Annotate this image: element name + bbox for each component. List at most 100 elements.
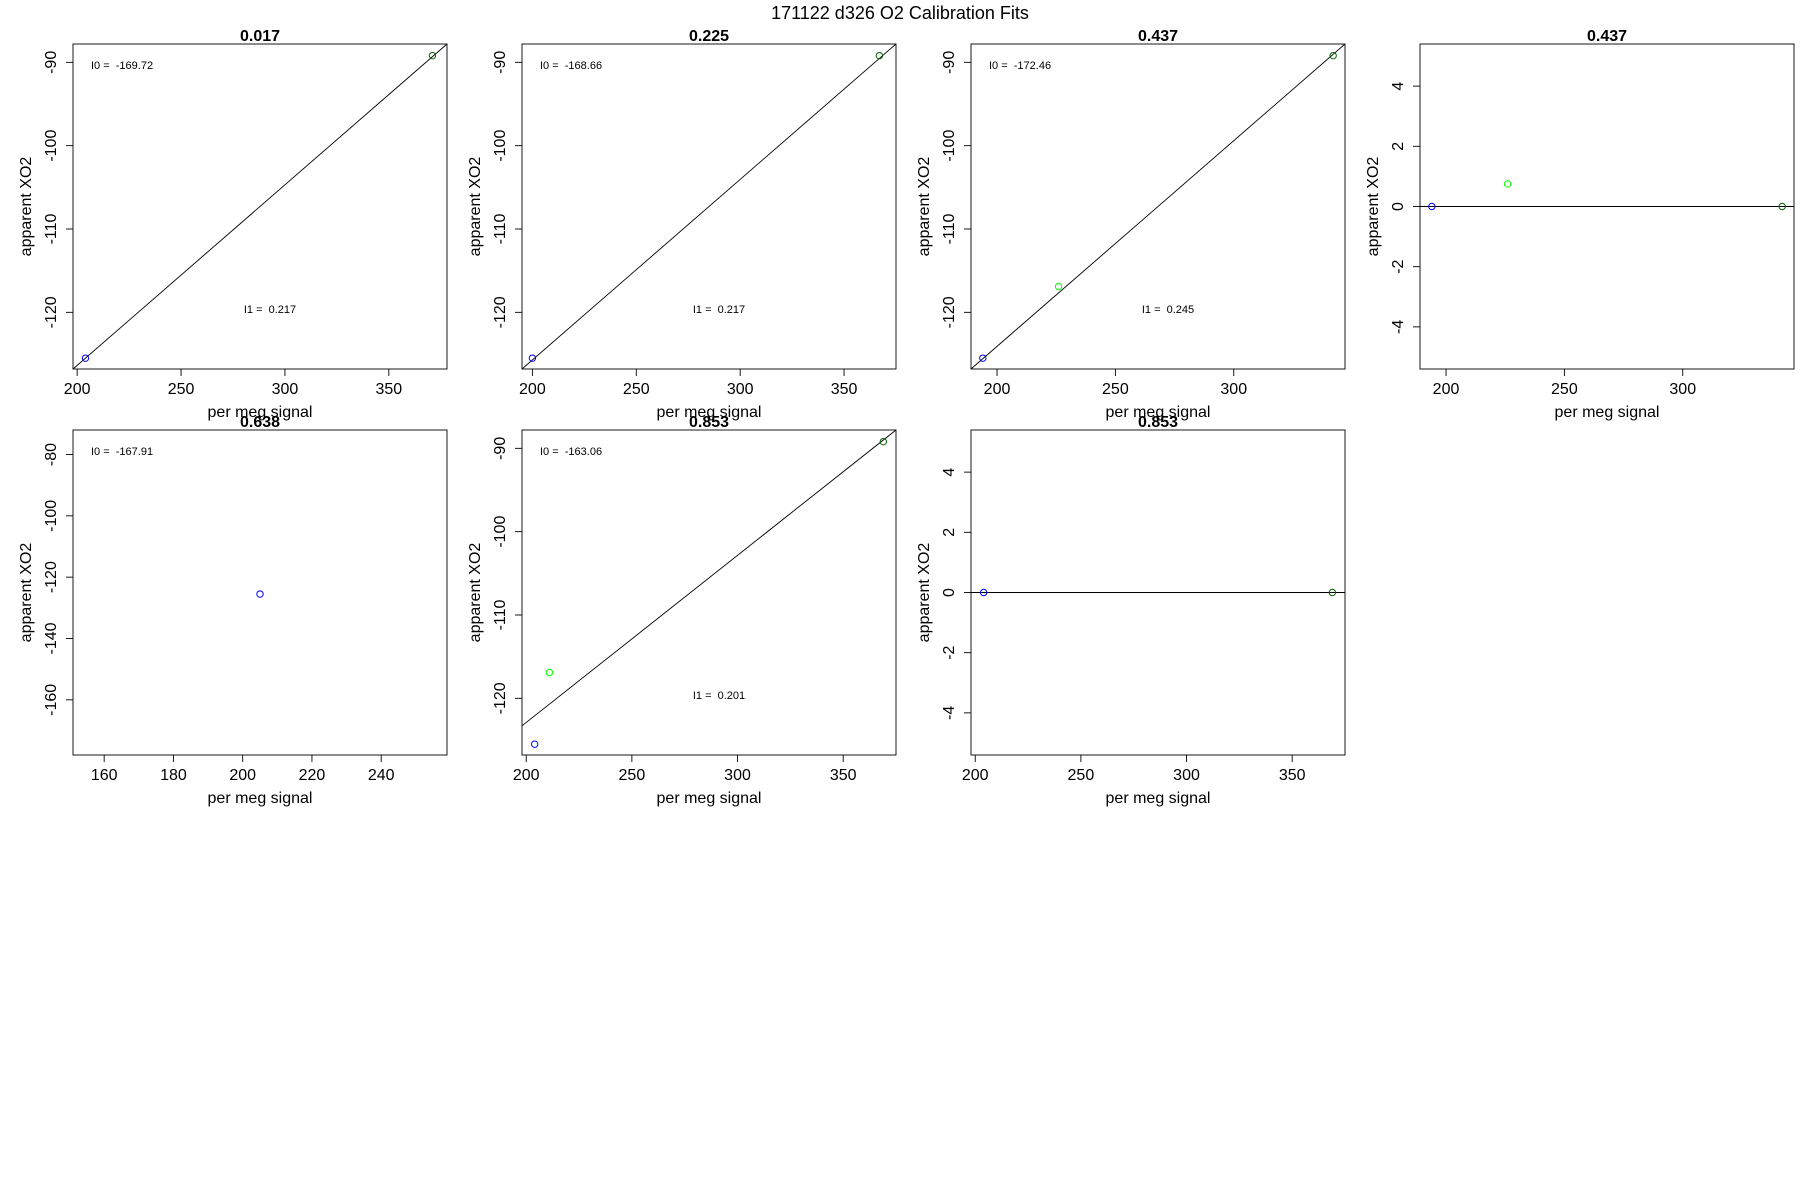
panel-title: 0.853 (689, 414, 729, 431)
x-tick-label: 350 (375, 381, 402, 398)
x-tick-label: 300 (727, 381, 754, 398)
y-tick-label: -4 (941, 706, 958, 720)
y-tick-label: -100 (492, 516, 509, 548)
data-point-darkgreen (875, 51, 884, 60)
slope-annotation: I1 = 0.217 (244, 304, 296, 316)
data-point-green (545, 668, 554, 677)
y-tick-label: -120 (492, 682, 509, 714)
y-tick-label: -80 (43, 443, 60, 466)
x-axis-label: per meg signal (1106, 790, 1211, 807)
y-axis-label: apparent XO2 (467, 157, 484, 257)
x-tick-label: 300 (724, 767, 751, 784)
data-point-darkgreen (428, 51, 437, 60)
data-point-darkgreen (1329, 51, 1337, 60)
x-axis-label: per meg signal (1106, 404, 1211, 421)
data-point-blue (979, 588, 988, 597)
x-tick-label: 350 (1279, 767, 1306, 784)
data-point-blue (528, 354, 537, 362)
x-tick-label: 350 (831, 381, 858, 398)
figure-title: 171122 d326 O2 Calibration Fits (771, 3, 1029, 23)
y-tick-label: -140 (43, 622, 60, 654)
x-tick-label: 200 (519, 381, 546, 398)
x-tick-label: 200 (962, 767, 989, 784)
data-point-blue (256, 590, 264, 598)
x-tick-label: 250 (1551, 381, 1578, 398)
panel-title: 0.437 (1138, 28, 1178, 45)
x-tick-label: 200 (513, 767, 540, 784)
x-axis-label: per meg signal (657, 404, 762, 421)
y-tick-label: -90 (492, 437, 509, 460)
slope-annotation: I1 = 0.245 (1142, 304, 1194, 316)
intercept-annotation: I0 = -167.91 (91, 446, 153, 458)
data-point-blue (81, 354, 90, 362)
plot-frame (72, 43, 448, 370)
y-axis-label: apparent XO2 (18, 157, 35, 257)
data-point-green (1503, 180, 1512, 188)
x-tick-label: 220 (299, 767, 326, 784)
plot-frame (970, 43, 1346, 370)
y-tick-label: 2 (941, 528, 958, 537)
data-point-green (1054, 282, 1063, 291)
x-tick-label: 300 (1173, 767, 1200, 784)
plot-frame (521, 43, 897, 370)
panel-4: 0.437 200 250 300 -4 -2 0 2 4 per meg signal appar… (1365, 28, 1795, 421)
fit-line (522, 44, 896, 369)
panel-title: 0.638 (240, 414, 280, 431)
y-tick-label: -90 (941, 51, 958, 74)
x-tick-label: 180 (160, 767, 187, 784)
fit-line (522, 430, 896, 727)
panel-title: 0.225 (689, 28, 729, 45)
y-tick-label: -100 (941, 130, 958, 162)
panel-6: 0.853 200 250 300 350 -120 -110 -100 -90 per meg … (467, 414, 897, 807)
y-axis-label: apparent XO2 (467, 543, 484, 643)
y-tick-label: -110 (492, 599, 509, 630)
panel-1: 0.017 200 250 300 350 -120 -110 -100 -90 per meg … (18, 28, 448, 421)
x-axis-label: per meg signal (208, 790, 313, 807)
x-tick-label: 350 (830, 767, 857, 784)
x-tick-label: 160 (91, 767, 118, 784)
x-tick-label: 250 (168, 381, 195, 398)
intercept-annotation: I0 = -172.46 (989, 60, 1051, 72)
data-point-darkgreen (1328, 588, 1337, 597)
intercept-annotation: I0 = -163.06 (540, 446, 602, 458)
y-tick-label: -120 (43, 561, 60, 593)
y-axis-label: apparent XO2 (1365, 157, 1382, 257)
y-tick-label: -110 (43, 213, 60, 244)
panel-title: 0.853 (1138, 414, 1178, 431)
data-point-blue (979, 354, 987, 362)
x-tick-label: 200 (64, 381, 91, 398)
y-tick-label: -110 (941, 213, 958, 244)
y-tick-label: 0 (941, 588, 958, 597)
y-axis-label: apparent XO2 (916, 543, 933, 643)
y-tick-label: -2 (941, 645, 958, 659)
y-tick-label: -4 (1390, 320, 1407, 334)
panel-5: 0.638 160 180 200 220 240 -160 -140 -120 -100 -80 p… (18, 414, 448, 807)
plot-frame (72, 429, 448, 756)
y-tick-label: -120 (43, 296, 60, 328)
x-axis-label: per meg signal (1555, 404, 1660, 421)
y-tick-label: 0 (1390, 202, 1407, 211)
y-tick-label: 2 (1390, 142, 1407, 151)
y-tick-label: -90 (43, 51, 60, 74)
panel-7: 0.853 200 250 300 350 -4 -2 0 2 4 per meg signal ap… (916, 414, 1346, 807)
x-tick-label: 250 (619, 767, 646, 784)
y-tick-label: -100 (43, 500, 60, 532)
x-tick-label: 300 (1669, 381, 1696, 398)
x-tick-label: 300 (272, 381, 299, 398)
x-tick-label: 200 (1433, 381, 1460, 398)
plot-frame (521, 429, 897, 756)
y-tick-label: -100 (43, 130, 60, 162)
intercept-annotation: I0 = -168.66 (540, 60, 602, 72)
panel-title: 0.017 (240, 28, 280, 45)
y-tick-label: -120 (941, 296, 958, 328)
y-tick-label: -120 (492, 296, 509, 328)
y-tick-label: 4 (941, 468, 958, 477)
x-axis-label: per meg signal (657, 790, 762, 807)
slope-annotation: I1 = 0.201 (693, 690, 745, 702)
panel-3: 0.437 200 250 300 -120 -110 -100 -90 per meg sig… (916, 28, 1346, 421)
x-tick-label: 250 (1068, 767, 1095, 784)
y-axis-label: apparent XO2 (18, 543, 35, 643)
x-tick-label: 240 (368, 767, 395, 784)
data-point-blue (1428, 202, 1436, 211)
